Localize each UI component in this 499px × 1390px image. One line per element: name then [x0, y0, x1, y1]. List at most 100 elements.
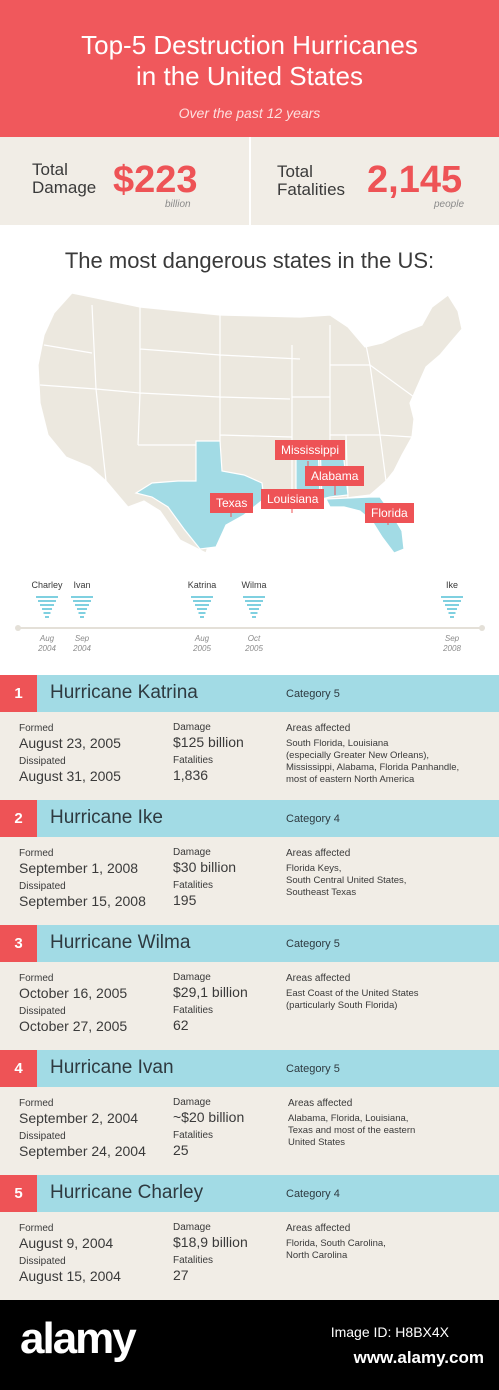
state-label-alabama: Alabama	[305, 466, 365, 486]
timeline-month: Aug	[39, 634, 55, 643]
page-subtitle: Over the past 12 years	[178, 105, 321, 121]
rank-badge: 4	[0, 1050, 37, 1087]
areas-line: Alabama, Florida, Louisiana,	[288, 1113, 409, 1124]
timeline-month: Sep	[444, 634, 460, 643]
header-banner: Top-5 Destruction Hurricanes in the Unit…	[0, 0, 499, 137]
hurricane-name: Hurricane Katrina	[50, 682, 198, 703]
fatalities-label: Fatalities	[173, 1255, 214, 1266]
areas-line: Southeast Texas	[286, 887, 357, 898]
formed-label: Formed	[19, 1223, 54, 1234]
rank-badge: 5	[0, 1175, 37, 1212]
total-damage-label: Total Damage	[32, 161, 96, 197]
total-fatalities-label-line2: Fatalities	[277, 180, 346, 199]
areas-affected: East Coast of the United States (particul…	[286, 988, 486, 1012]
areas-line: Florida, South Carolina,	[286, 1238, 386, 1249]
tornado-icon	[243, 596, 265, 618]
state-texas-shape	[134, 440, 265, 550]
state-borders	[39, 304, 415, 501]
hurricane-name: Hurricane Ivan	[50, 1057, 174, 1078]
areas-line: most of eastern North America	[286, 774, 415, 785]
formed-date: October 16, 2005	[19, 985, 128, 1001]
total-fatalities-label-line1: Total	[277, 162, 313, 181]
formed-date: August 9, 2004	[19, 1235, 114, 1251]
timeline-axis	[18, 627, 484, 629]
tornado-icon	[441, 596, 463, 618]
damage-value: ~$20 billion	[173, 1109, 245, 1125]
total-damage-label-line2: Damage	[32, 178, 97, 197]
map-title: The most dangerous states in the US:	[64, 248, 435, 273]
total-fatalities-value: 2,145	[367, 159, 463, 201]
damage-label: Damage	[173, 847, 211, 858]
dissipated-label: Dissipated	[19, 756, 66, 767]
damage-value: $29,1 billion	[173, 984, 248, 1000]
dissipated-date: October 27, 2005	[19, 1018, 128, 1034]
fatalities-label: Fatalities	[173, 755, 214, 766]
fatalities-label: Fatalities	[173, 880, 214, 891]
timeline-date-ike: Sep 2008	[432, 634, 472, 654]
tornado-icon	[36, 596, 58, 618]
areas-line: Florida Keys,	[286, 863, 342, 874]
areas-label: Areas affected	[286, 848, 351, 859]
total-damage-value: $223	[113, 159, 198, 201]
areas-line: United States	[288, 1137, 346, 1148]
hurricane-card-body: Formed August 9, 2004 Dissipated August 15,…	[0, 1212, 499, 1300]
total-fatalities-unit: people	[434, 199, 465, 210]
formed-date: August 23, 2005	[19, 735, 121, 751]
timeline-label-katrina: Katrina	[187, 580, 217, 590]
timeline-month: Aug	[194, 634, 210, 643]
hurricane-category: Category 4	[286, 813, 340, 825]
timeline-end-dot	[479, 625, 485, 631]
timeline-date-katrina: Aug 2005	[182, 634, 222, 654]
timeline-label-ivan: Ivan	[73, 580, 91, 590]
tornado-icon	[71, 596, 93, 618]
title-line-1: Top-5 Destruction Hurricanes	[81, 30, 418, 60]
hurricane-card-header: 5 Hurricane Charley Category 4	[0, 1175, 499, 1212]
tornado-icon	[191, 596, 213, 618]
hurricane-card-header: 3 Hurricane Wilma Category 5	[0, 925, 499, 962]
dissipated-date: September 24, 2004	[19, 1143, 146, 1159]
areas-line: South Central United States,	[286, 875, 407, 886]
timeline-date-wilma: Oct 2005	[234, 634, 274, 654]
areas-line: (especially Greater New Orleans),	[286, 750, 430, 761]
dissipated-date: September 15, 2008	[19, 893, 146, 909]
areas-line: East Coast of the United States	[286, 988, 419, 999]
site-url: www.alamy.com	[353, 1348, 484, 1367]
total-fatalities-label: Total Fatalities	[277, 163, 345, 199]
total-damage-label-line1: Total	[32, 160, 68, 179]
page-title: Top-5 Destruction Hurricanes in the Unit…	[0, 30, 499, 92]
areas-affected: Florida, South Carolina, North Carolina	[286, 1238, 486, 1262]
hurricane-card-header: 2 Hurricane Ike Category 4	[0, 800, 499, 837]
title-line-2: in the United States	[136, 61, 363, 91]
areas-line: Texas and most of the eastern	[288, 1125, 416, 1136]
hurricane-card-body: Formed October 16, 2005 Dissipated October …	[0, 962, 499, 1050]
fatalities-value: 195	[173, 892, 197, 908]
rank-badge: 2	[0, 800, 37, 837]
fatalities-value: 1,836	[173, 767, 209, 783]
hurricane-name: Hurricane Wilma	[50, 932, 191, 953]
damage-label: Damage	[173, 1222, 211, 1233]
hurricane-card-body: Formed August 23, 2005 Dissipated August 31…	[0, 712, 499, 800]
damage-value: $30 billion	[173, 859, 237, 875]
timeline-date-charley: Aug 2004	[27, 634, 67, 654]
areas-line: Mississippi, Alabama, Florida Panhandle,	[286, 762, 460, 773]
formed-date: September 2, 2004	[19, 1110, 139, 1126]
hurricane-card-header: 4 Hurricane Ivan Category 5	[0, 1050, 499, 1087]
damage-label: Damage	[173, 972, 211, 983]
fatalities-value: 62	[173, 1017, 189, 1033]
hurricane-name: Hurricane Ike	[50, 807, 163, 828]
formed-date: September 1, 2008	[19, 860, 139, 876]
damage-value: $18,9 billion	[173, 1234, 248, 1250]
timeline-date-ivan: Sep 2004	[62, 634, 102, 654]
dissipated-date: August 15, 2004	[19, 1268, 121, 1284]
state-label-louisiana: Louisiana	[261, 489, 325, 509]
fatalities-value: 27	[173, 1267, 189, 1283]
hurricane-category: Category 5	[286, 1063, 340, 1075]
areas-line: South Florida, Louisiana	[286, 738, 389, 749]
hurricane-category: Category 4	[286, 1188, 340, 1200]
areas-label: Areas affected	[286, 1223, 351, 1234]
fatalities-label: Fatalities	[173, 1130, 214, 1141]
areas-label: Areas affected	[288, 1098, 353, 1109]
dissipated-label: Dissipated	[19, 1131, 66, 1142]
hurricane-category: Category 5	[286, 688, 340, 700]
total-damage-unit: billion	[165, 199, 191, 210]
